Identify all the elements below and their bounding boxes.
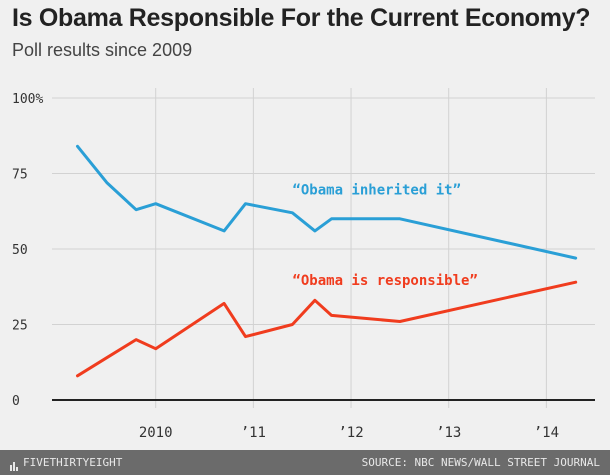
brand-text: FIVETHIRTYEIGHT [23, 456, 123, 469]
series-line-1 [76, 144, 578, 260]
y-tick-label: 50 [12, 243, 28, 258]
y-tick-label: 0 [12, 394, 20, 409]
x-tick-label: ’13 [436, 425, 461, 441]
series-label-1: “Obama inherited it” [292, 183, 461, 199]
series-label-2: “Obama is responsible” [292, 273, 477, 289]
chart-subtitle: Poll results since 2009 [12, 40, 193, 60]
y-tick-label: 25 [12, 319, 28, 334]
series-line-2 [76, 280, 578, 378]
footer-bar: FIVETHIRTYEIGHT SOURCE: NBC NEWS/WALL ST… [0, 450, 610, 475]
x-tick-label: ’12 [338, 425, 363, 441]
y-tick-label: 75 [12, 168, 28, 183]
line-chart: 0 25 50 75 100% 2010 ’11 ’12 ’13 ’14 “Obama inheri… [12, 88, 595, 441]
source-label: SOURCE: NBC NEWS/WALL STREET JOURNAL [361, 456, 600, 469]
fivethirtyeight-logo-icon [10, 458, 19, 471]
x-tick-label: 2010 [139, 425, 173, 441]
x-tick-label: ’14 [534, 425, 559, 441]
chart-title: Is Obama Responsible For the Current Eco… [12, 4, 591, 32]
brand-label: FIVETHIRTYEIGHT [10, 456, 122, 471]
x-tick-label: ’11 [241, 425, 266, 441]
y-tick-label: 100% [12, 92, 43, 107]
